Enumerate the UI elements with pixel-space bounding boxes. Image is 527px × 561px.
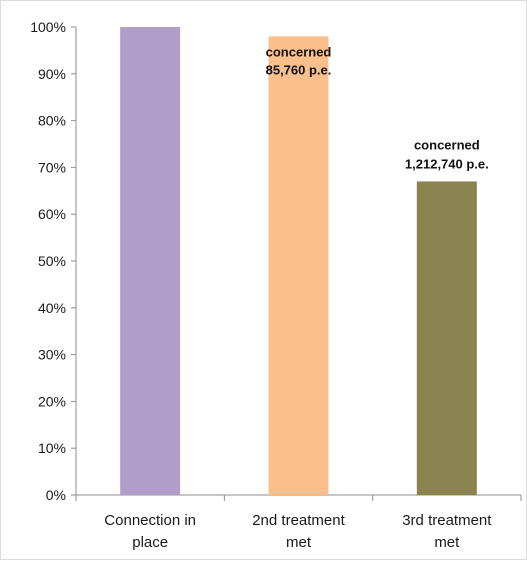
bar-1 [120, 27, 181, 495]
y-axis-ticks: 0% 10% 20% 30% 40% 50% 60% 70% 80% 90% 100% [30, 19, 76, 503]
category-label: met [286, 534, 312, 551]
y-tick-label: 100% [30, 19, 66, 35]
category-label: Connection in [104, 512, 196, 529]
y-tick-label: 80% [38, 113, 66, 129]
data-label-line1: concerned [266, 44, 332, 59]
y-tick-label: 10% [38, 440, 66, 456]
y-tick-label: 0% [46, 487, 66, 503]
category-label: met [434, 534, 460, 551]
data-labels: concerned 85,760 p.e. concerned 1,212,740 p… [266, 44, 489, 171]
category-labels: Connection in place 2nd treatment met 3rd tr… [104, 512, 492, 551]
y-tick-label: 20% [38, 393, 66, 409]
category-label: 3rd treatment [402, 512, 492, 529]
bar-3 [416, 181, 477, 495]
data-label-line2: 1,212,740 p.e. [405, 156, 489, 171]
y-tick-label: 40% [38, 300, 66, 316]
data-label-line2: 85,760 p.e. [266, 62, 332, 77]
y-tick-label: 70% [38, 159, 66, 175]
category-label: 2nd treatment [252, 512, 345, 529]
y-tick-label: 30% [38, 347, 66, 363]
bars [120, 27, 477, 496]
y-tick-label: 50% [38, 253, 66, 269]
y-tick-label: 90% [38, 66, 66, 82]
x-axis-ticks [75, 495, 522, 501]
bar-2 [268, 36, 329, 496]
data-label-line1: concerned [414, 137, 480, 152]
y-tick-label: 60% [38, 206, 66, 222]
category-label: place [132, 534, 168, 551]
